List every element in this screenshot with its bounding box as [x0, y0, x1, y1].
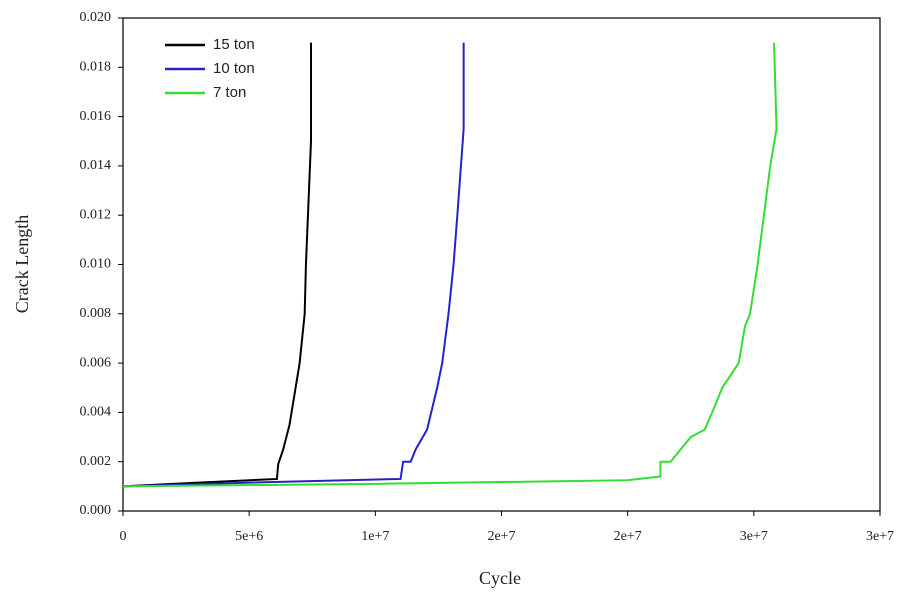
x-axis-label: Cycle — [479, 568, 521, 588]
x-tick-label: 0 — [120, 529, 127, 544]
x-tick-label: 3e+7 — [866, 529, 894, 544]
legend-label: 15 ton — [213, 36, 255, 53]
x-tick-label: 2e+7 — [614, 529, 642, 544]
y-tick-label: 0.008 — [80, 306, 112, 321]
data-line — [122, 42, 778, 488]
y-tick-label: 0.018 — [80, 60, 112, 75]
y-tick-label: 0.012 — [80, 207, 112, 222]
y-tick-label: 0.006 — [80, 355, 112, 370]
y-tick-label: 0.002 — [80, 454, 112, 469]
x-tick-label: 3e+7 — [740, 529, 768, 544]
y-tick-label: 0.000 — [80, 503, 112, 518]
y-tick-label: 0.014 — [80, 158, 112, 173]
y-tick-label: 0.020 — [80, 10, 112, 25]
data-line — [122, 42, 465, 488]
x-tick-label: 2e+7 — [487, 529, 515, 544]
y-tick-label: 0.010 — [80, 257, 112, 272]
y-axis-label: Crack Length — [12, 215, 32, 313]
legend-label: 7 ton — [213, 84, 246, 101]
legend: 15 ton 10 ton 7 ton — [165, 36, 255, 101]
y-tick-label: 0.004 — [80, 405, 112, 420]
y-tick-label: 0.016 — [80, 109, 112, 124]
data-line — [122, 42, 312, 488]
legend-label: 10 ton — [213, 60, 255, 77]
x-tick-label: 5e+6 — [235, 529, 263, 544]
x-tick-label: 1e+7 — [361, 529, 389, 544]
